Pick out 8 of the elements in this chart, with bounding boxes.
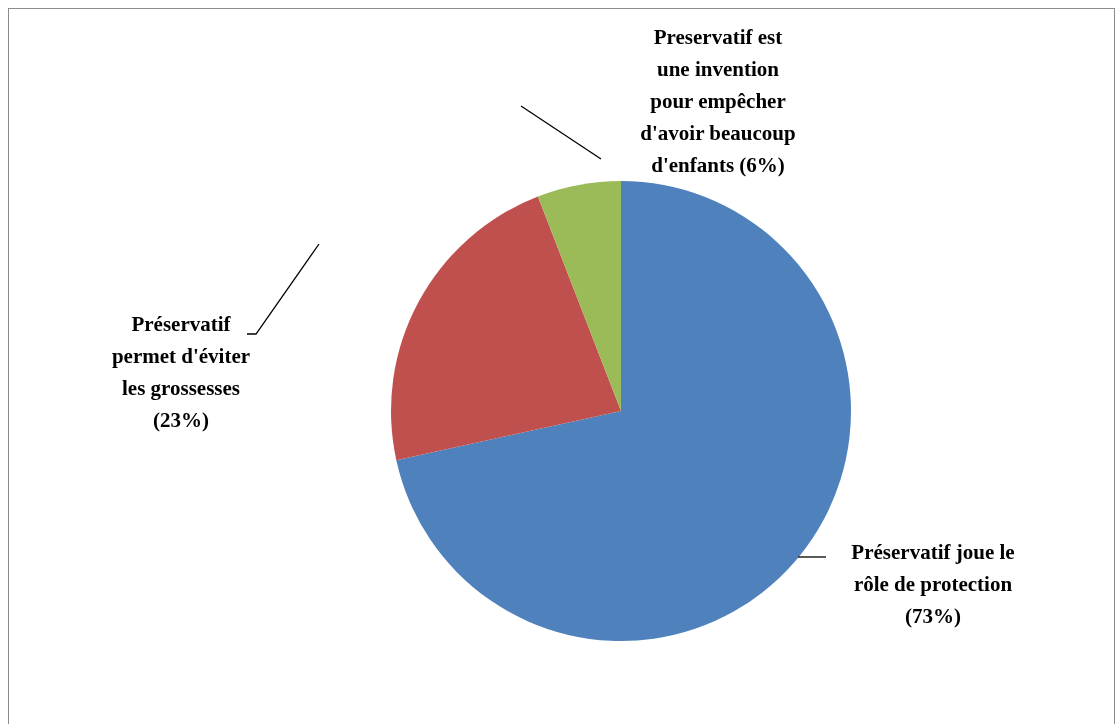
data-label: (23%): [153, 408, 209, 432]
pie-slice: [391, 196, 621, 461]
data-label: (73%): [905, 604, 961, 628]
pie-slice: [396, 181, 851, 641]
slice-label: Préservatif joue le rôle de protection: [851, 540, 1015, 596]
pie-slice: [537, 181, 621, 411]
slice-label: Preservatif est une invention pour empêcher d'avoir beaucoup d'enfants (6%): [640, 25, 796, 177]
slice-label: Préservatif permet d'éviter les grossesses: [111, 312, 251, 400]
